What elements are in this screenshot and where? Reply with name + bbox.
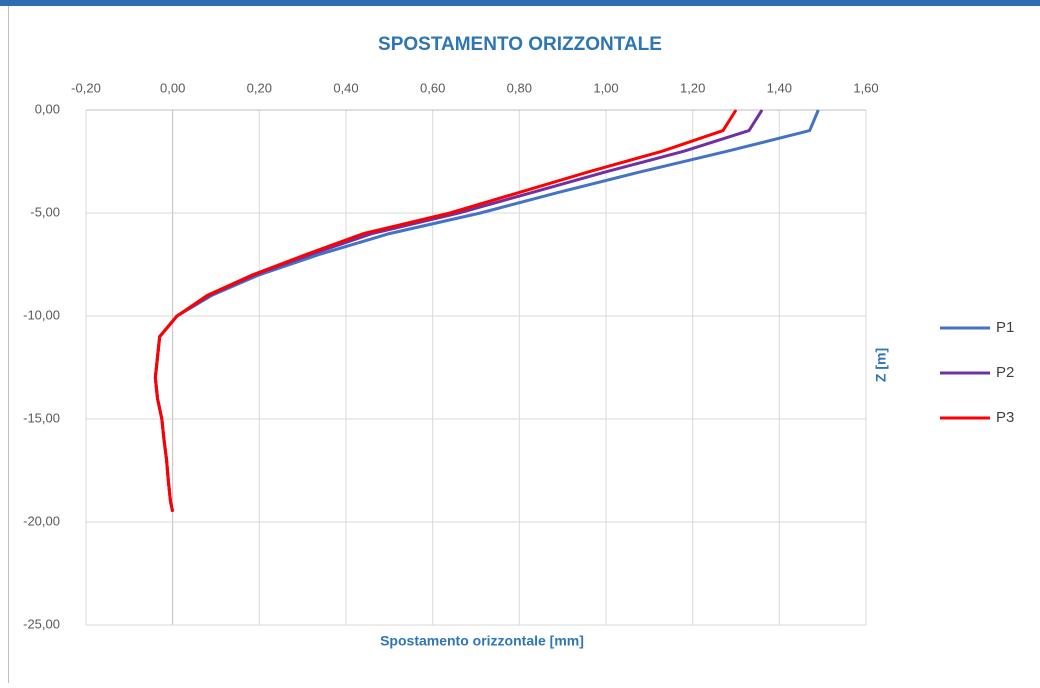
top-bar	[0, 0, 1040, 6]
x-tick-label: 0,20	[247, 80, 272, 95]
legend-label: P2	[996, 364, 1014, 381]
chart-title: SPOSTAMENTO ORIZZONTALE	[378, 34, 662, 55]
x-tick-label: 1,60	[853, 80, 878, 95]
x-tick-label: 1,20	[680, 80, 705, 95]
series-line	[153, 109, 738, 513]
y-tick-label: -20,00	[23, 513, 60, 528]
x-axis-title: Spostamento orizzontale [mm]	[380, 633, 584, 649]
y-tick-label: 0,00	[35, 101, 60, 116]
x-tick-label: 1,40	[767, 80, 792, 95]
y-tick-label: -10,00	[23, 307, 60, 322]
series-line	[153, 109, 820, 513]
x-tick-label: 0,60	[420, 80, 445, 95]
y-tick-label: -5,00	[30, 204, 60, 219]
y-tick-label: -25,00	[23, 616, 60, 631]
x-tick-label: 1,00	[593, 80, 618, 95]
series-line	[153, 109, 764, 513]
x-tick-label: -0,20	[71, 80, 101, 95]
x-tick-label: 0,00	[160, 80, 185, 95]
y-axis-title: Z [m]	[873, 348, 889, 382]
x-tick-label: 0,80	[507, 80, 532, 95]
legend-label: P3	[996, 409, 1014, 426]
y-tick-label: -15,00	[23, 410, 60, 425]
legend-label: P1	[996, 319, 1014, 336]
x-tick-label: 0,40	[333, 80, 358, 95]
